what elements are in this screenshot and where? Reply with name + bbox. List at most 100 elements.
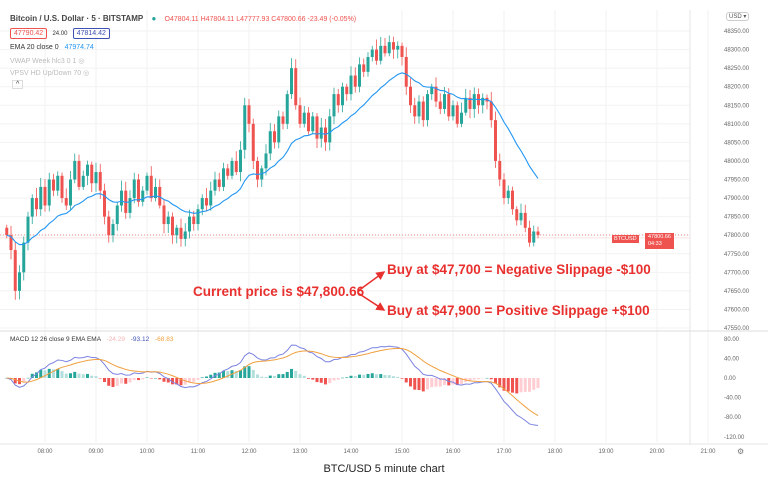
macd-histogram-bar [489,378,493,380]
macd-histogram-bar [511,378,514,393]
time-tick-label: 14:00 [343,449,359,455]
buy-button[interactable]: 47814.42 [72,28,110,39]
candle [158,179,162,209]
macd-histogram-bar [69,373,72,378]
macd-histogram-bar [273,375,276,378]
time-tick-label: 10:00 [139,449,155,455]
time-tick-label: 11:00 [191,449,206,455]
candle [247,98,251,133]
vwap-legend[interactable]: VWAP Week hlc3 0 1 ◎ [10,57,84,65]
price-tick-label: 47700.00 [724,270,750,276]
candle [511,186,514,215]
macd-histogram-bar [179,378,183,386]
time-tick-label: 13:00 [292,449,308,455]
candle [154,178,157,202]
macd-histogram-bar [494,378,497,384]
macd-histogram-bar [460,378,463,385]
ema-legend[interactable]: EMA 20 close 0 47974.74 [10,44,94,51]
last-price: 47800.66 [648,234,671,240]
candle [472,87,476,118]
candle [417,95,421,124]
macd-histogram-bar [387,375,391,378]
candle [464,88,468,116]
macd-histogram-bar [243,366,247,378]
macd-histogram-bar [345,377,349,378]
macd-histogram-bar [234,371,238,378]
macd-histogram-bar [375,374,378,378]
candle [196,204,200,231]
candle [349,66,353,101]
currency-select[interactable]: USD ▾ [726,12,750,21]
vpsv-legend[interactable]: VPSV HD Up/Down 70 ◎ [10,69,89,77]
settings-gear-icon[interactable]: ⚙ [737,447,744,456]
macd-tick-label: 40.00 [724,356,740,362]
macd-histogram-bar [392,376,395,378]
collapse-legend-button[interactable]: ^ [12,80,24,89]
eye-off-icon[interactable]: ◎ [83,70,90,77]
candle [145,172,149,195]
sell-button[interactable]: 47790.42 [10,28,48,39]
macd-tick-label: -80.00 [724,415,742,421]
candle [9,225,13,260]
macd-legend[interactable]: MACD 12 26 close 9 EMA EMA -24.29 -93.12… [10,336,173,343]
macd-histogram-bar [315,378,319,383]
macd-histogram-bar [426,378,429,390]
macd-histogram-bar [413,378,417,390]
candle [396,41,400,59]
candle [234,151,238,176]
macd-histogram-bar [290,368,293,378]
macd-histogram-bar [13,378,17,384]
candle [18,265,21,300]
price-tick-label: 48100.00 [724,122,750,128]
macd-line [6,344,539,427]
ohlc-values: O47804.11 H47804.11 L47777.93 C47800.66 … [164,16,357,23]
macd-histogram-bar [472,378,476,380]
currency-label: USD [729,14,742,20]
legend-header: Bitcoin / U.S. Dollar · 5 · BITSTAMP ● O… [10,14,356,23]
candle [311,111,315,135]
time-tick-label: 18:00 [547,449,563,455]
candle [477,88,480,114]
candle [222,162,225,192]
candle [485,94,489,110]
candle [353,67,357,93]
candle [536,226,540,239]
macd-value: -93.12 [130,336,150,343]
macd-histogram-bar [171,378,174,385]
macd-histogram-bar [115,378,119,386]
macd-histogram-bar [285,371,289,378]
price-tick-label: 47600.00 [724,307,750,313]
candle [137,173,140,207]
candle [519,203,523,226]
time-tick-label: 08:00 [37,449,53,455]
time-tick-label: 15:00 [394,449,410,455]
candle [502,173,506,205]
macd-histogram-bar [64,373,68,378]
candle [438,93,442,115]
macd-tick-label: -40.00 [724,396,742,402]
candle [294,59,298,110]
macd-histogram-bar [519,378,523,393]
macd-histogram-bar [383,375,387,378]
price-tick-label: 48250.00 [724,66,750,72]
macd-histogram-bar [438,378,442,387]
macd-histogram-bar [277,374,281,378]
signal-line [6,347,539,417]
macd-histogram-bar [111,378,115,387]
candle [528,220,531,247]
candle [213,171,217,196]
time-tick-label: 19:00 [598,449,614,455]
ema-value: 47974.74 [64,44,94,51]
symbol-title[interactable]: Bitcoin / U.S. Dollar · 5 · BITSTAMP [10,14,144,23]
macd-histogram-bar [86,373,89,378]
macd-histogram-bar [205,376,208,378]
macd-histogram-bar [506,378,510,392]
price-tick-label: 47650.00 [724,289,750,295]
candle [387,35,391,57]
macd-histogram-bar [81,374,85,378]
ema-line [6,72,539,246]
eye-off-icon[interactable]: ◎ [78,58,85,65]
macd-histogram-bar [188,378,191,383]
